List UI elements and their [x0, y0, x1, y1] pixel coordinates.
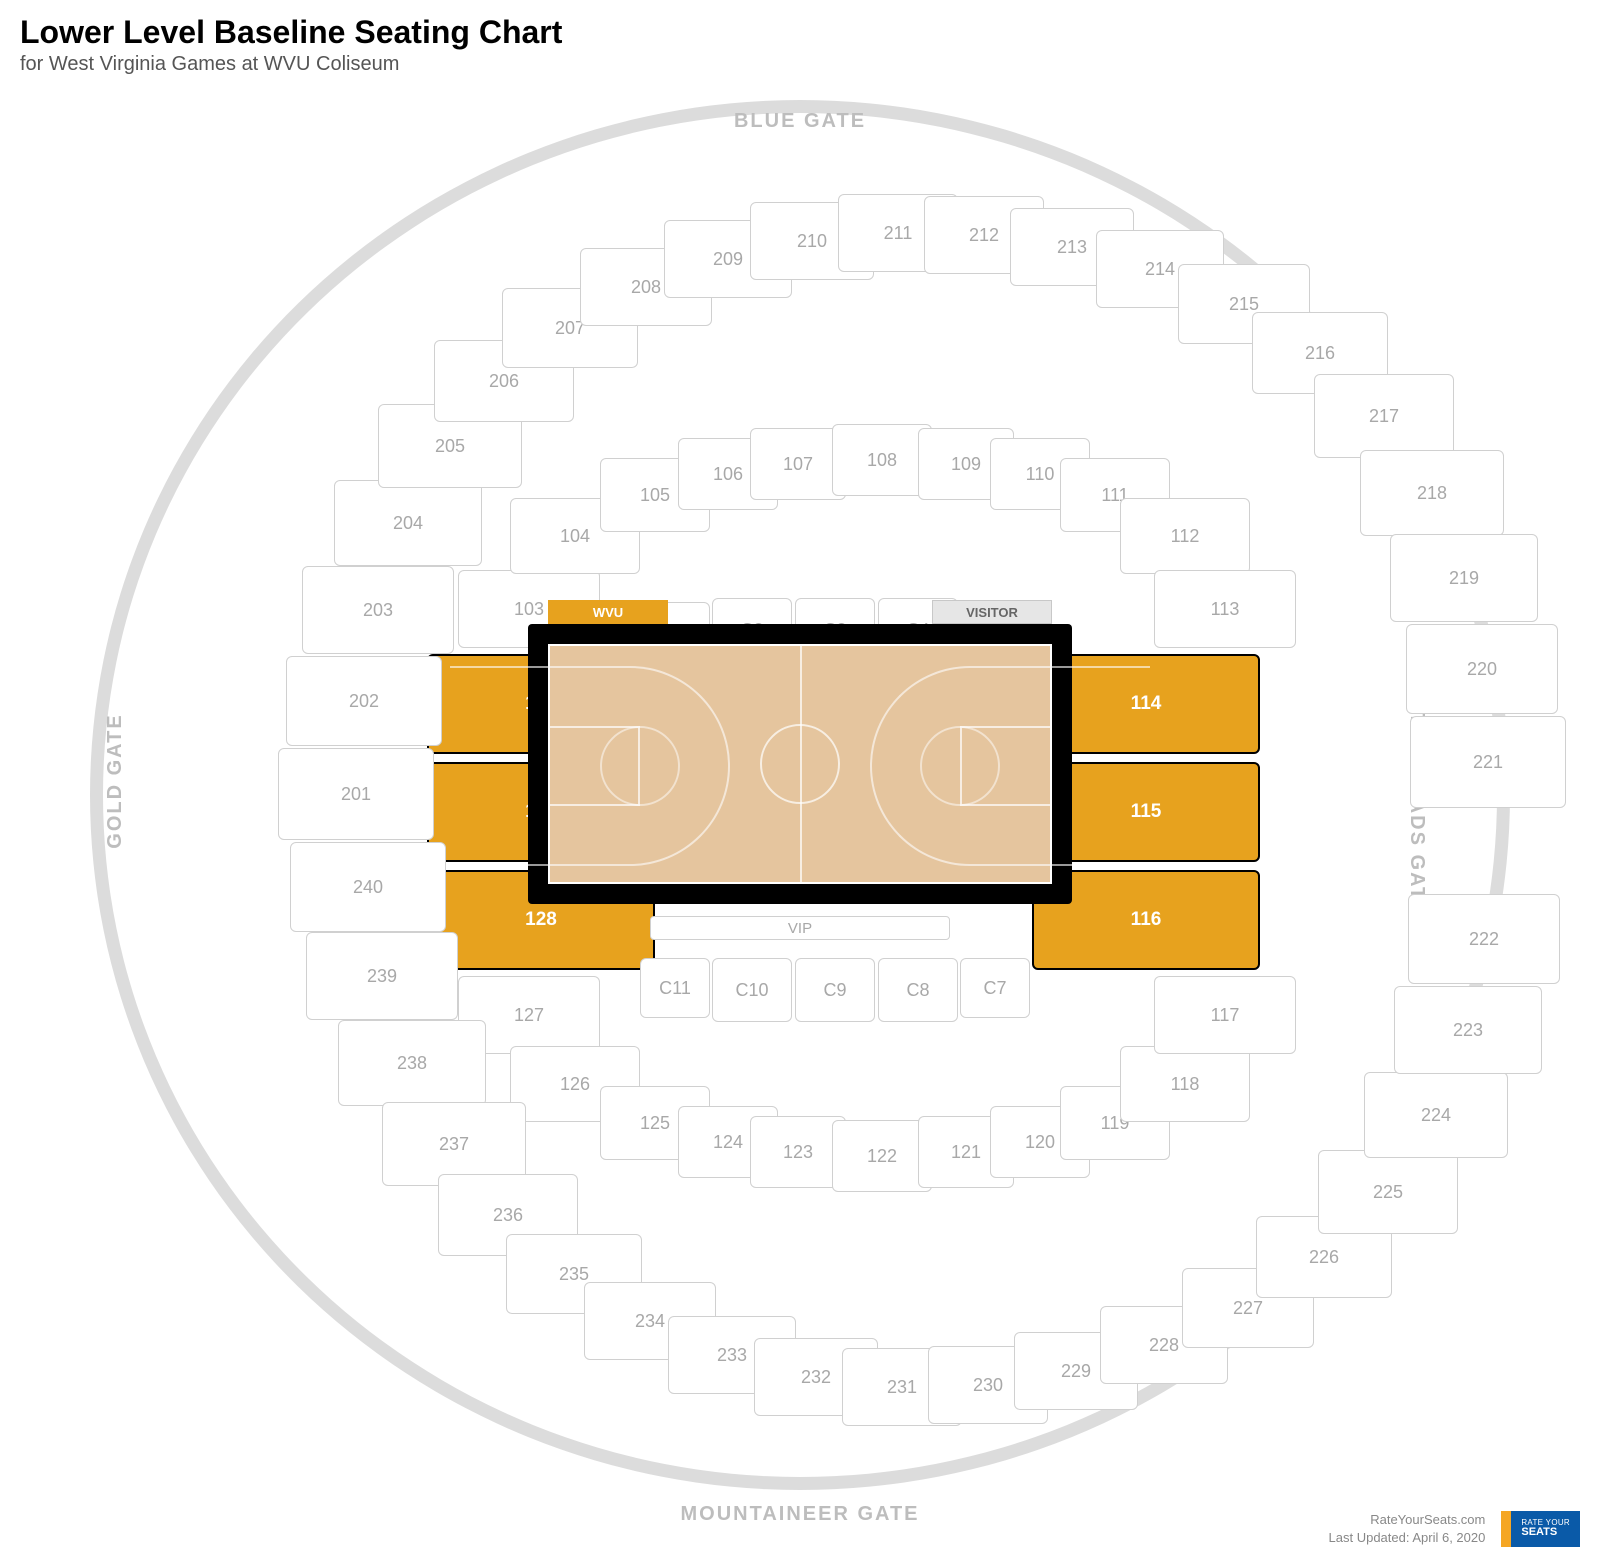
section-224[interactable]: 224: [1364, 1072, 1508, 1158]
section-203[interactable]: 203: [302, 566, 454, 654]
section-218[interactable]: 218: [1360, 450, 1504, 536]
section-202[interactable]: 202: [286, 656, 442, 746]
gate-label-bottom: MOUNTAINEER GATE: [680, 1503, 919, 1526]
section-223[interactable]: 223: [1394, 986, 1542, 1074]
section-118[interactable]: 118: [1120, 1046, 1250, 1122]
brand-logo[interactable]: RATE YOUR SEATS: [1501, 1511, 1580, 1547]
gate-label-left: GOLD GATE: [104, 713, 127, 848]
brand-logo-label: RATE YOUR SEATS: [1511, 1511, 1580, 1547]
section-113[interactable]: 113: [1154, 570, 1296, 648]
page-subtitle: for West Virginia Games at WVU Coliseum: [20, 53, 562, 76]
section-C11[interactable]: C11: [640, 958, 710, 1018]
court-border: [528, 624, 1072, 904]
basketball-court: WVU VISITOR VIP: [528, 572, 1072, 912]
center-circle: [760, 724, 840, 804]
section-238[interactable]: 238: [338, 1020, 486, 1106]
three-arc-left: [450, 666, 730, 866]
page-header: Lower Level Baseline Seating Chart for W…: [20, 14, 562, 76]
footer-site: RateYourSeats.com: [1329, 1511, 1486, 1529]
section-221[interactable]: 221: [1410, 716, 1566, 808]
section-217[interactable]: 217: [1314, 374, 1454, 458]
section-C7[interactable]: C7: [960, 958, 1030, 1018]
three-arc-right: [870, 666, 1150, 866]
section-219[interactable]: 219: [1390, 534, 1538, 622]
brand-logo-bar: [1501, 1511, 1511, 1547]
section-C9[interactable]: C9: [795, 958, 875, 1022]
section-C10[interactable]: C10: [712, 958, 792, 1022]
footer: RateYourSeats.com Last Updated: April 6,…: [1329, 1511, 1580, 1547]
section-220[interactable]: 220: [1406, 624, 1558, 714]
section-C8[interactable]: C8: [878, 958, 958, 1022]
section-225[interactable]: 225: [1318, 1150, 1458, 1234]
section-239[interactable]: 239: [306, 932, 458, 1020]
gate-label-top: BLUE GATE: [734, 110, 866, 133]
section-108[interactable]: 108: [832, 424, 932, 496]
section-204[interactable]: 204: [334, 480, 482, 566]
section-112[interactable]: 112: [1120, 498, 1250, 574]
section-201[interactable]: 201: [278, 748, 434, 840]
section-117[interactable]: 117: [1154, 976, 1296, 1054]
home-bench-label: WVU: [548, 600, 668, 624]
page-title: Lower Level Baseline Seating Chart: [20, 14, 562, 51]
vip-label: VIP: [650, 916, 950, 940]
section-222[interactable]: 222: [1408, 894, 1560, 984]
court-floor: [548, 644, 1052, 884]
footer-updated: Last Updated: April 6, 2020: [1329, 1529, 1486, 1547]
footer-text: RateYourSeats.com Last Updated: April 6,…: [1329, 1511, 1486, 1546]
visitor-bench-label: VISITOR: [932, 600, 1052, 624]
section-122[interactable]: 122: [832, 1120, 932, 1192]
section-240[interactable]: 240: [290, 842, 446, 932]
brand-logo-big: SEATS: [1521, 1527, 1570, 1539]
